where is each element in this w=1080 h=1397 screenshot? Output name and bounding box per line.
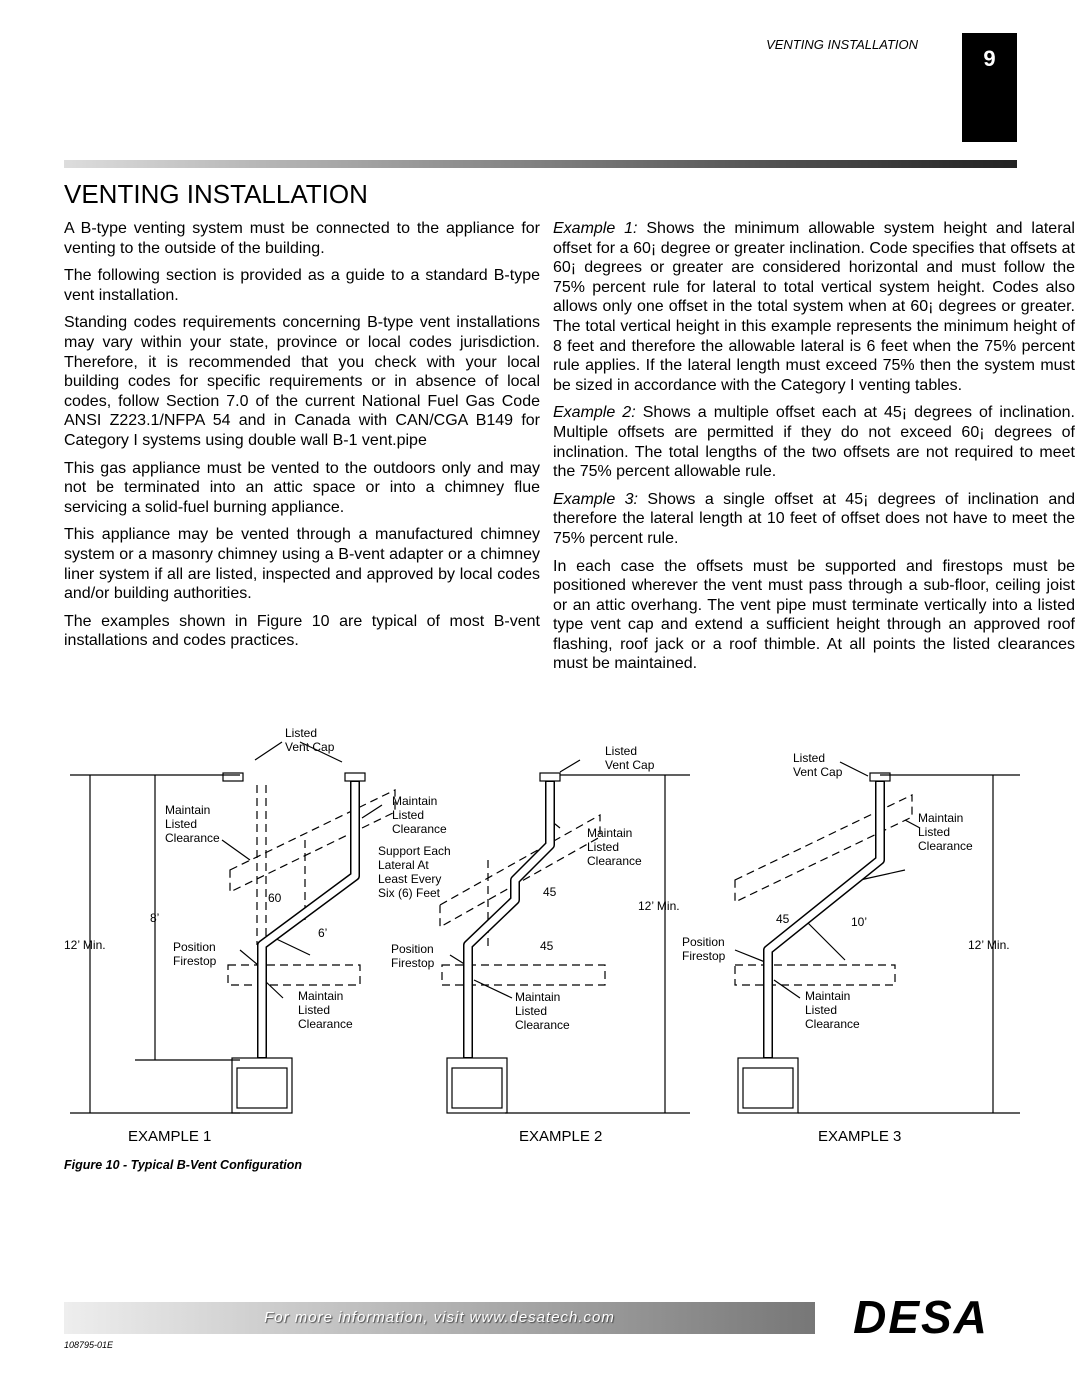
diagram-label: Firestop (391, 956, 435, 970)
diagram-label: Listed (515, 1004, 547, 1018)
diagram-label: Listed (165, 817, 197, 831)
page-number-box (962, 33, 1017, 142)
example-label: EXAMPLE 1 (128, 1128, 211, 1145)
footer-code: 108795-01E (64, 1340, 114, 1350)
footer-bar (64, 1302, 815, 1334)
diagram-label: Clearance (298, 1017, 353, 1031)
paragraph-text: In each case the offsets must be support… (553, 557, 1075, 673)
diagram-label: Listed (587, 840, 619, 854)
page-title: VENTING INSTALLATION (64, 179, 368, 209)
figure-caption: Figure 10 - Typical B-Vent Configuration (64, 1158, 302, 1172)
diagram-label: 45 (543, 885, 557, 899)
paragraph: The following section is provided as a g… (64, 267, 540, 304)
diagram-label: Firestop (682, 949, 726, 963)
header-rule (64, 160, 1017, 168)
paragraph: Example 3: Shows a single offset at 45¡ … (553, 490, 1075, 549)
header-section: VENTING INSTALLATION (766, 37, 918, 52)
left-column: A B-type venting system must be connecte… (64, 219, 540, 659)
diagram-lines (70, 741, 1020, 1114)
paragraph: This gas appliance must be vented to the… (64, 459, 540, 516)
diagram-label: Firestop (173, 954, 217, 968)
diagram-label: Support Each (378, 844, 451, 858)
diagram-label: Position (173, 940, 216, 954)
diagram-label: Lateral At (378, 858, 429, 872)
diagram-label: Listed (605, 744, 637, 758)
diagram-label: 12’ Min. (64, 938, 106, 952)
diagram-label: Maintain (165, 803, 210, 817)
example-label: EXAMPLE 2 (519, 1128, 602, 1145)
diagram-label: Listed (298, 1003, 330, 1017)
diagram-label: Position (391, 942, 434, 956)
paragraph: Example 1: Shows the minimum allowable s… (553, 219, 1075, 395)
paragraph: Standing codes requirements concerning B… (64, 314, 540, 449)
diagram-label: 12’ Min. (638, 899, 680, 913)
diagram-label: Clearance (515, 1018, 570, 1032)
diagram-label: Clearance (805, 1017, 860, 1031)
diagram-label: Maintain (392, 794, 437, 808)
diagram-label: Vent Cap (285, 740, 335, 754)
paragraph-text: Shows the minimum allowable system heigh… (553, 220, 1075, 394)
diagram-label: Clearance (165, 831, 220, 845)
diagram-label: Clearance (587, 854, 642, 868)
diagram-label: Clearance (918, 839, 973, 853)
diagram-label: Maintain (587, 826, 632, 840)
diagram-label: 6’ (318, 926, 327, 940)
diagram-label: Maintain (298, 989, 343, 1003)
diagram-label: Maintain (515, 990, 560, 1004)
paragraph-text: Shows a multiple offset each at 45¡ degr… (553, 404, 1076, 481)
diagram-label: 60 (268, 891, 282, 905)
diagram-label: 8’ (150, 911, 159, 925)
footer-logo: DESA (853, 1291, 989, 1343)
diagram-label: Maintain (805, 989, 850, 1003)
vent-pipe-fill (258, 782, 884, 1057)
paragraph-text: Shows a single offset at 45¡ degrees of … (553, 490, 1076, 547)
page-number: 9 (983, 46, 996, 71)
diagram-label: 45 (776, 912, 790, 926)
paragraph: A B-type venting system must be connecte… (64, 220, 540, 257)
paragraph: In each case the offsets must be support… (553, 557, 1075, 675)
example-lead: Example 1: (553, 220, 638, 237)
paragraph: Example 2: Shows a multiple offset each … (553, 403, 1075, 481)
diagram-label: Listed (793, 751, 825, 765)
diagram-label: Vent Cap (793, 765, 843, 779)
diagram-label: Listed (918, 825, 950, 839)
diagram-label: Listed (285, 726, 317, 740)
diagram-label: Maintain (918, 811, 963, 825)
diagram-label: Position (682, 935, 725, 949)
paragraph: The examples shown in Figure 10 are typi… (64, 612, 540, 650)
diagram-label: 12’ Min. (968, 938, 1010, 952)
diagram-label: Vent Cap (605, 758, 655, 772)
diagram-label: 10’ (851, 915, 867, 929)
diagram-label: Listed (392, 808, 424, 822)
example-lead: Example 3: (553, 490, 638, 508)
diagram-label: Clearance (392, 822, 447, 836)
diagram-label: Six (6) Feet (378, 886, 441, 900)
right-column: Example 1: Shows the minimum allowable s… (553, 219, 1075, 682)
diagram-label: Least Every (378, 872, 441, 886)
diagram-label: 45 (540, 939, 554, 953)
diagram-label: Listed (805, 1003, 837, 1017)
example-lead: Example 2: (553, 404, 636, 422)
paragraph: This appliance may be vented through a m… (64, 526, 540, 603)
footer-info: For more information, visit www.desatech… (264, 1309, 615, 1326)
example-label: EXAMPLE 3 (818, 1128, 901, 1145)
